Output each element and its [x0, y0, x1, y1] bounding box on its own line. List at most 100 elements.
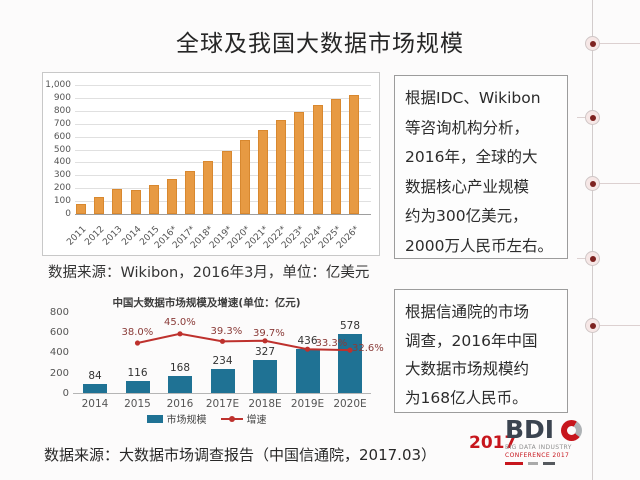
gridline — [75, 214, 371, 215]
y-axis-tick-label: 800 — [49, 306, 69, 318]
bar — [210, 369, 235, 393]
line-legend-marker — [228, 415, 235, 422]
y-axis-tick-label: 100 — [53, 196, 71, 207]
logo-color-bars — [505, 462, 555, 465]
growth-rate-label: 32.6% — [352, 343, 384, 355]
note-text-line: 等咨询机构分析， — [405, 118, 530, 137]
timeline-dot-core — [589, 255, 596, 262]
x-axis-tick-label: 2017E — [205, 398, 240, 410]
legend-label: 增速 — [246, 415, 267, 426]
note-text-line: 2016年，全球的大 — [405, 148, 538, 166]
growth-rate-label: 39.7% — [253, 327, 285, 339]
gridline — [75, 136, 371, 138]
bar — [94, 197, 105, 214]
logo-subtitle-industry: BIG DATA INDUSTRY — [505, 444, 572, 451]
growth-rate-label: 45.0% — [164, 316, 196, 328]
timeline-connector — [577, 258, 592, 259]
timeline-vertical-line — [592, 0, 593, 480]
page-title: 全球及我国大数据市场规模 — [176, 31, 464, 57]
gridline — [75, 85, 371, 86]
x-axis-tick-label: 2018E — [248, 398, 282, 410]
line-legend-swatch — [220, 415, 243, 422]
timeline-connector — [600, 43, 640, 44]
bar — [330, 99, 341, 214]
bar — [295, 348, 320, 393]
bar — [167, 179, 177, 214]
china-bigdata-combo-chart: 中国大数据市场规模及增速(单位：亿元) 0 200 400 600 800 84 2014 11… — [35, 293, 384, 433]
note-text-line: 约为300亿美元， — [405, 207, 528, 225]
bar — [349, 95, 359, 214]
bar — [112, 189, 123, 214]
red-c-swirl-icon — [561, 420, 582, 441]
timeline-dot-icon — [585, 251, 600, 266]
y-axis-tick-label: 0 — [65, 209, 71, 219]
legend-item-market-size: 市场规模 — [146, 411, 207, 426]
logo-year: 2017 — [469, 433, 517, 453]
logo-subtitle-conference: CONFERENCE 2017 — [505, 452, 570, 459]
legend-item-growth: 增速 — [220, 411, 267, 426]
bar — [125, 381, 150, 393]
global-bigdata-bar-chart: 0 100 200 300 400 500 600 700 800 900 1,000 2011 201… — [42, 72, 380, 256]
y-axis-tick-label: 0 — [62, 388, 69, 399]
bar — [203, 161, 214, 214]
chart2-legend: 市场规模 增速 — [35, 411, 378, 426]
chart1-source-caption: 数据来源：Wikibon，2016年3月，单位：亿美元 — [48, 265, 370, 281]
growth-rate-label: 33.3% — [315, 338, 348, 350]
note-text-line: 为168亿人民币。 — [405, 388, 528, 407]
timeline-dot-core — [589, 180, 596, 187]
x-axis-tick-label: 2014 — [81, 398, 109, 410]
note-text-line: 数据核心产业规模 — [405, 177, 530, 196]
bar-value-label: 327 — [254, 345, 276, 358]
growth-rate-label: 38.0% — [121, 327, 154, 339]
idc-wikibon-note-box: 根据IDC、Wikibon 等咨询机构分析， 2016年，全球的大 数据核心产业规模约… — [394, 75, 568, 259]
note-text-line: 根据信通院的市场 — [405, 303, 530, 321]
gridline — [75, 97, 371, 99]
timeline-dot-core — [589, 40, 596, 47]
growth-rate-label: 39.3% — [210, 326, 243, 338]
bar — [239, 140, 250, 214]
timeline-dot-icon — [585, 110, 600, 125]
bar — [294, 112, 305, 214]
bar-value-label: 168 — [169, 361, 191, 374]
x-axis-tick-label: 2019E — [290, 398, 325, 410]
y-axis-tick-label: 600 — [49, 327, 69, 339]
note-text-line: 调查，2016年中国 — [405, 331, 538, 350]
x-axis-tick-label: 2020E — [333, 398, 367, 410]
bar-value-label: 578 — [339, 320, 361, 333]
bar — [83, 384, 107, 393]
bar — [276, 120, 287, 214]
chart2-source-caption: 数据来源：大数据市场调查报告（中国信通院，2017.03） — [44, 446, 437, 464]
gridline — [75, 123, 371, 125]
bar — [76, 204, 86, 214]
bar-value-label: 84 — [88, 370, 102, 383]
bar — [258, 130, 268, 214]
y-axis-tick-label: 700 — [53, 118, 71, 129]
note-text-line: 大数据市场规模约 — [405, 360, 530, 378]
gridline — [75, 110, 371, 112]
y-axis-tick-label: 800 — [53, 105, 71, 116]
timeline-dot-icon — [585, 318, 600, 333]
note-text-line: 根据IDC、Wikibon — [405, 89, 541, 107]
y-axis-tick-label: 500 — [53, 144, 71, 155]
timeline-connector — [600, 183, 640, 184]
bdic-logo: 2017 BDI BIG DATA INDUSTRY CONFERENCE 20… — [465, 415, 605, 474]
y-axis-tick-label: 400 — [49, 347, 69, 359]
bar-value-label: 234 — [212, 355, 233, 368]
logo-acronym: BDI — [505, 415, 555, 444]
y-axis-tick-label: 600 — [53, 131, 71, 142]
timeline-connector — [600, 325, 640, 326]
timeline-dot-icon — [585, 36, 600, 51]
y-axis-tick-label: 900 — [53, 92, 71, 103]
timeline-connector — [577, 117, 592, 118]
bar — [168, 375, 192, 393]
bar — [130, 190, 141, 214]
bar-legend-swatch — [146, 414, 163, 423]
bar — [312, 104, 323, 214]
chart2-title: 中国大数据市场规模及增速(单位：亿元) — [112, 297, 301, 309]
y-axis-tick-label: 1,000 — [45, 80, 71, 90]
note-text-line: 2000万人民币左右。 — [405, 236, 553, 255]
legend-label: 市场规模 — [166, 415, 207, 426]
timeline-dot-core — [589, 114, 596, 121]
gridline — [75, 149, 371, 151]
